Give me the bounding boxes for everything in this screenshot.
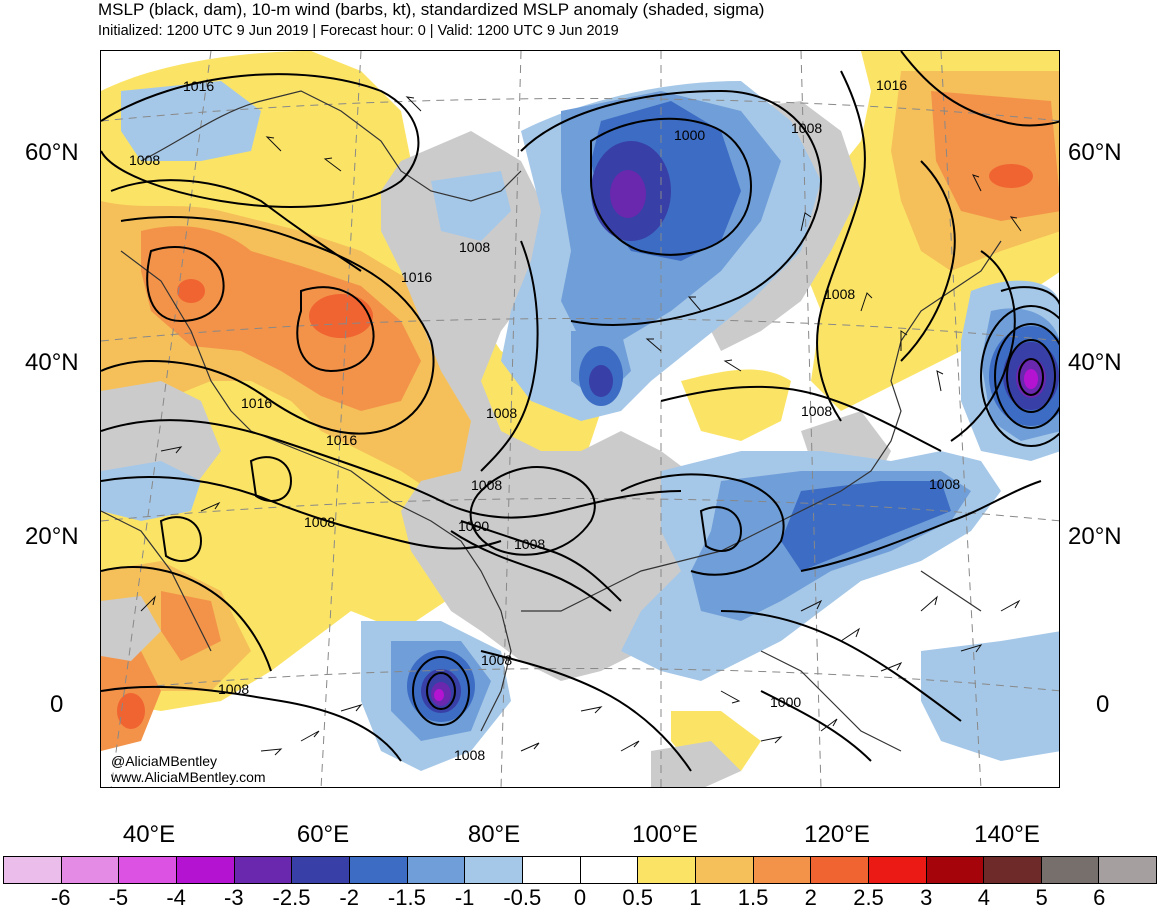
colorbar-swatch xyxy=(176,857,235,883)
credit-handle: @AliciaMBentley xyxy=(111,753,217,769)
isobars xyxy=(101,51,1059,772)
lon-label: 120°E xyxy=(804,821,870,848)
colorbar-tick-label: 1.5 xyxy=(737,885,769,910)
isobar-label: 1008 xyxy=(459,239,490,255)
isobar-label: 1008 xyxy=(801,403,832,419)
isobar-label: 1008 xyxy=(929,476,960,492)
colorbar-tick-label: -2.5 xyxy=(272,885,311,910)
lat-label-left: 0 xyxy=(50,691,64,718)
colorbar-swatch xyxy=(695,857,754,883)
lat-label-right: 20°N xyxy=(1068,523,1122,550)
isobar-label: 1016 xyxy=(183,78,214,94)
colorbar-tick-label: 1 xyxy=(689,885,702,910)
colorbar-swatch xyxy=(753,857,812,883)
lat-label-right: 0 xyxy=(1096,691,1110,718)
colorbar-swatch xyxy=(119,857,177,883)
wind-barbs xyxy=(140,96,1022,756)
isobar-label: 1008 xyxy=(218,681,249,697)
isobar-label: 1016 xyxy=(401,269,432,285)
isobar-label: 1008 xyxy=(824,286,855,302)
lat-label-left: 40°N xyxy=(25,349,79,376)
colorbar-swatch xyxy=(522,857,581,883)
colorbar-swatch xyxy=(984,857,1042,883)
colorbar xyxy=(3,856,1157,884)
lon-label: 140°E xyxy=(974,821,1040,848)
isobar-label: 1016 xyxy=(326,432,357,448)
colorbar-swatch xyxy=(811,857,869,883)
lon-label: 40°E xyxy=(122,821,176,848)
weather-map: 1016 1008 1000 1008 1016 1008 1008 1016 … xyxy=(100,50,1060,788)
colorbar-tick-label: -5 xyxy=(108,885,129,910)
anomaly-negative-peak xyxy=(434,369,1038,701)
map-title: MSLP (black, dam), 10-m wind (barbs, kt)… xyxy=(98,0,765,19)
colorbar-tick-label: -6 xyxy=(50,885,71,910)
colorbar-tick-label: 0.5 xyxy=(622,885,653,910)
colorbar-tick-label: 5 xyxy=(1035,885,1048,910)
isobar-label: 1016 xyxy=(876,77,907,93)
isobar-label: 1008 xyxy=(454,747,485,763)
isobar-label: 1008 xyxy=(486,405,517,421)
isobar-label: 1008 xyxy=(471,477,502,493)
colorbar-swatch xyxy=(292,857,350,883)
colorbar-swatch xyxy=(349,857,408,883)
colorbar-tick-label: -0.5 xyxy=(503,885,542,910)
isobar-label: 1000 xyxy=(674,127,705,143)
colorbar-tick-label: 6 xyxy=(1093,885,1106,910)
colorbar-swatch xyxy=(234,857,293,883)
isobar-label: 1016 xyxy=(241,395,272,411)
lon-label: 60°E xyxy=(296,821,350,848)
isobar-label: 1008 xyxy=(514,536,545,552)
credit-block: @AliciaMBentley www.AliciaMBentley.com xyxy=(110,753,266,785)
colorbar-swatch xyxy=(61,857,120,883)
colorbar-swatch xyxy=(580,857,639,883)
isobar-label: 1000 xyxy=(458,518,489,534)
colorbar-tick-label: 4 xyxy=(977,885,991,910)
colorbar-swatch xyxy=(926,857,985,883)
isobar-label: 1008 xyxy=(481,652,512,668)
colorbar-tick-label: -1 xyxy=(454,885,475,910)
colorbar-swatch xyxy=(465,857,523,883)
lat-label-right: 60°N xyxy=(1068,139,1122,166)
map-subtitle: Initialized: 1200 UTC 9 Jun 2019 | Forec… xyxy=(98,23,619,39)
lon-label: 100°E xyxy=(632,821,698,848)
colorbar-tick-label: -1.5 xyxy=(387,885,426,910)
colorbar-swatch xyxy=(868,857,927,883)
colorbar-tick-label: 2 xyxy=(804,885,817,910)
anomaly-positive-strong xyxy=(101,91,1059,751)
coastlines xyxy=(101,90,1002,752)
isobar-label: 1000 xyxy=(770,694,801,710)
lat-label-left: 20°N xyxy=(25,523,79,550)
colorbar-tick-label: -3 xyxy=(224,885,244,910)
colorbar-tick-label: 3 xyxy=(920,885,933,910)
credit-site: www.AliciaMBentley.com xyxy=(110,769,266,785)
lat-label-right: 40°N xyxy=(1068,349,1122,376)
lon-label: 80°E xyxy=(467,821,521,848)
anomaly-positive-core xyxy=(117,164,1033,729)
isobar-label: 1008 xyxy=(791,120,822,136)
colorbar-tick-label: -4 xyxy=(166,885,186,910)
colorbar-tick-label: 2.5 xyxy=(853,885,884,910)
colorbar-swatch xyxy=(638,857,696,883)
colorbar-tick-label: 0 xyxy=(573,885,587,910)
colorbar-swatch xyxy=(1041,857,1100,883)
isobar-label: 1008 xyxy=(304,514,335,530)
lat-label-left: 60°N xyxy=(25,139,79,166)
colorbar-swatch xyxy=(4,857,62,883)
isobar-label: 1008 xyxy=(129,152,160,168)
isobar-labels: 1016 1008 1000 1008 1016 1008 1008 1016 … xyxy=(129,77,960,763)
map-canvas: 1016 1008 1000 1008 1016 1008 1008 1016 … xyxy=(101,51,1059,787)
colorbar-swatch xyxy=(1099,857,1157,883)
colorbar-tick-label: -2 xyxy=(339,885,359,910)
colorbar-swatch xyxy=(407,857,466,883)
